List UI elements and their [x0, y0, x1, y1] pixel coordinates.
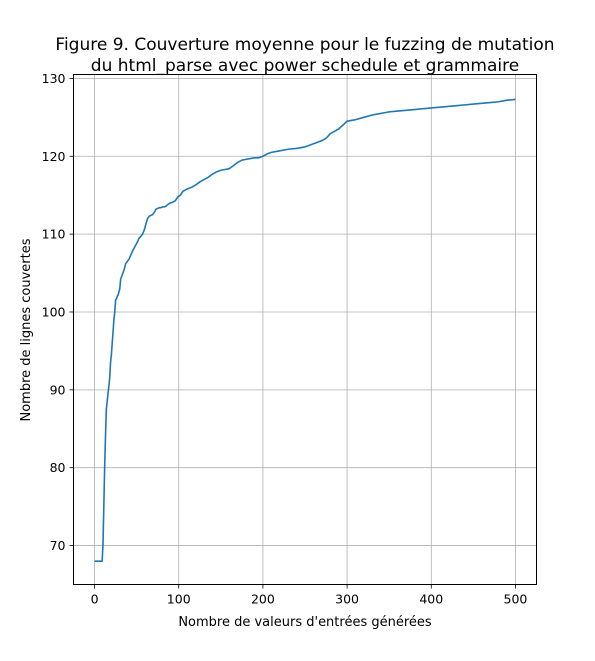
- y-tick-label: 70: [50, 538, 66, 553]
- tick-layer: 0 100 200 300 400 500 70 80 90 100 110 120 130: [42, 71, 528, 607]
- y-tick-label: 100: [42, 304, 66, 319]
- x-tick-label: 200: [251, 592, 275, 607]
- y-tick-label: 80: [50, 460, 66, 475]
- x-tick-label: 0: [91, 592, 99, 607]
- grid-layer: [73, 74, 537, 585]
- x-tick-label: 100: [167, 592, 191, 607]
- x-tick-label: 500: [504, 592, 528, 607]
- y-tick-label: 90: [50, 382, 66, 397]
- coverage-series-line-0: [94, 98, 516, 562]
- y-tick-label: 110: [42, 227, 66, 242]
- y-axis-label: Nombre de lignes couvertes: [19, 238, 34, 421]
- chart-title-line-1: Figure 9. Couverture moyenne pour le fuz…: [55, 35, 554, 55]
- x-tick-label: 400: [419, 592, 443, 607]
- y-tick-label: 120: [42, 149, 66, 164]
- x-tick-label: 300: [335, 592, 359, 607]
- y-tick-label: 130: [42, 71, 66, 86]
- x-axis-label: Nombre de valeurs d'entrées générées: [178, 615, 432, 630]
- plot-area-frame: [73, 74, 537, 585]
- chart-title-line-2: du html_parse avec power schedule et gra…: [91, 56, 519, 76]
- series-layer: [94, 98, 516, 562]
